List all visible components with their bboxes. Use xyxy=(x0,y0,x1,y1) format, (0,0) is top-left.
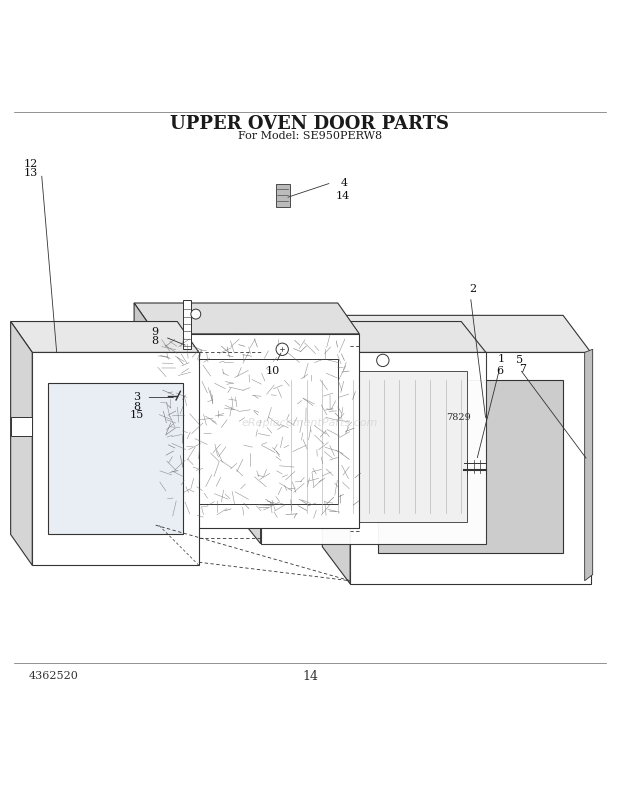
Text: eReplacementParts.com: eReplacementParts.com xyxy=(242,418,378,429)
Polygon shape xyxy=(378,380,563,553)
Text: 4362520: 4362520 xyxy=(29,671,79,681)
Text: UPPER OVEN DOOR PARTS: UPPER OVEN DOOR PARTS xyxy=(170,115,450,133)
Polygon shape xyxy=(134,303,360,334)
Text: 15: 15 xyxy=(130,411,144,420)
Circle shape xyxy=(276,343,288,356)
Polygon shape xyxy=(322,316,591,352)
Text: 10: 10 xyxy=(266,366,280,376)
Polygon shape xyxy=(134,303,156,528)
Polygon shape xyxy=(236,322,486,352)
Text: 4: 4 xyxy=(340,177,347,188)
Bar xyxy=(276,184,290,207)
Polygon shape xyxy=(11,417,32,436)
Text: 12: 12 xyxy=(24,159,38,169)
Polygon shape xyxy=(585,349,593,581)
Polygon shape xyxy=(260,352,486,544)
Polygon shape xyxy=(156,334,360,528)
Polygon shape xyxy=(11,322,32,565)
Polygon shape xyxy=(32,352,199,565)
Polygon shape xyxy=(48,383,184,535)
Text: 5: 5 xyxy=(516,355,523,365)
Text: 9: 9 xyxy=(151,327,158,337)
Polygon shape xyxy=(322,316,350,584)
Text: 14: 14 xyxy=(335,192,350,201)
Bar xyxy=(184,300,191,349)
Text: For Model: SE950PERW8: For Model: SE950PERW8 xyxy=(238,131,382,141)
Polygon shape xyxy=(236,322,260,544)
Text: 3: 3 xyxy=(134,392,141,403)
Text: 7: 7 xyxy=(520,364,526,374)
Circle shape xyxy=(191,309,201,319)
Polygon shape xyxy=(11,322,199,352)
Circle shape xyxy=(377,354,389,367)
Polygon shape xyxy=(279,371,467,522)
Text: 2: 2 xyxy=(469,284,476,294)
Text: 8: 8 xyxy=(151,336,158,346)
Polygon shape xyxy=(350,352,591,584)
Polygon shape xyxy=(184,359,338,504)
Text: 1: 1 xyxy=(498,354,505,364)
Text: 13: 13 xyxy=(24,169,38,178)
Text: 7829: 7829 xyxy=(446,413,471,422)
Text: 14: 14 xyxy=(302,670,318,683)
Text: 8: 8 xyxy=(134,402,141,411)
Text: 6: 6 xyxy=(497,366,503,376)
